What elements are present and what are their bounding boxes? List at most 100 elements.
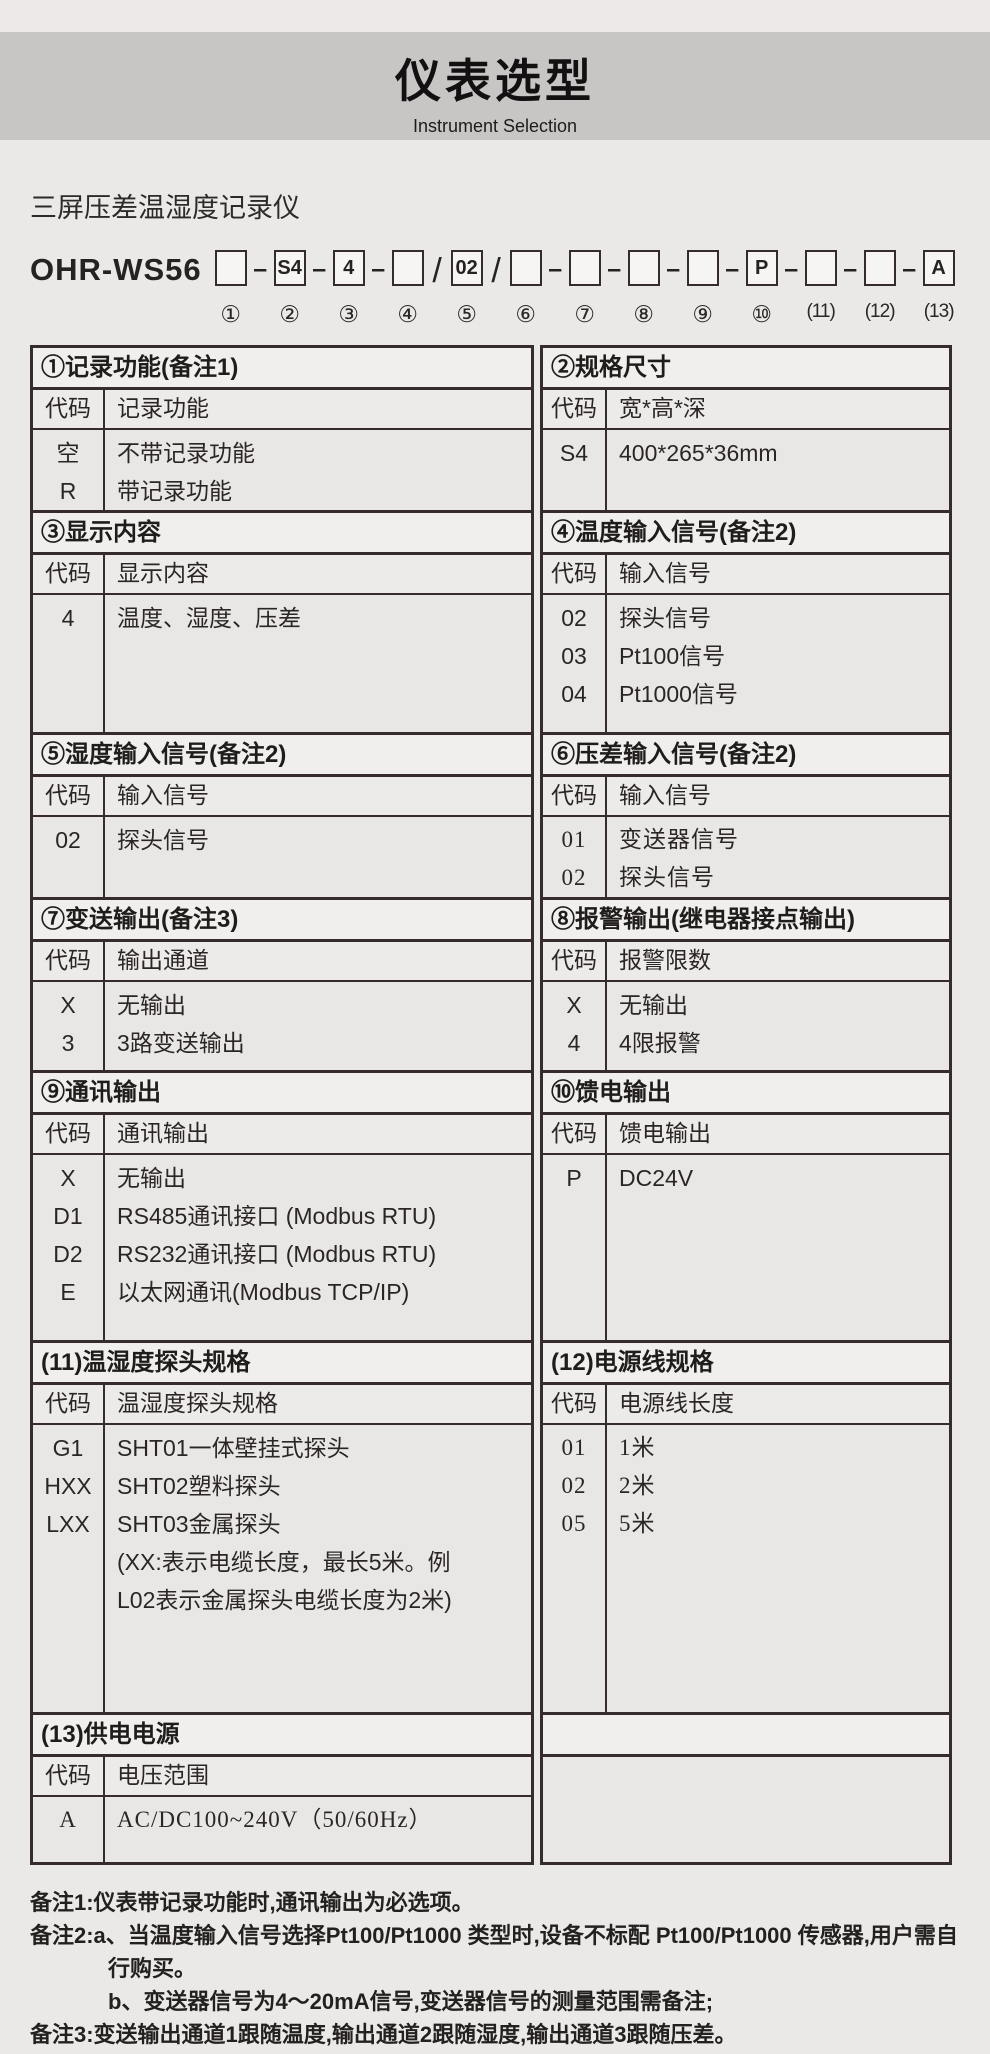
column-header-label: 输入信号: [619, 560, 711, 586]
column-header-code: 代码: [543, 555, 607, 593]
model-code-unit-13: A (13): [918, 250, 960, 323]
column-header-code: 代码: [543, 390, 607, 428]
model-code-position-label: ①: [220, 301, 241, 327]
row-description: 温度、湿度、压差: [117, 605, 301, 631]
row-description: 5米: [619, 1511, 656, 1536]
code-column: 01 02 05: [543, 1425, 607, 1712]
model-code-position-label: ⑤: [456, 301, 477, 327]
footnote-4: 备注3:变送输出通道1跟随温度,输出通道2跟随湿度,输出通道3跟随压差。: [30, 2022, 737, 2047]
column-header-label: 温湿度探头规格: [117, 1390, 278, 1416]
section-column-header: 代码 输入信号: [33, 777, 531, 817]
row-description: 无输出: [117, 1165, 186, 1191]
row-code: R: [59, 478, 77, 504]
section-column-header: 代码 温湿度探头规格: [33, 1385, 531, 1425]
section-body: 01 02 05 1米 2米 5米: [543, 1425, 949, 1712]
code-column: 4: [33, 595, 105, 732]
dash-separator: –: [548, 255, 563, 283]
model-code-position-label: ②: [279, 301, 300, 327]
section-title: ①记录功能(备注1): [33, 348, 531, 390]
spec-section-11: (11)温湿度探头规格 代码 温湿度探头规格 G1 HXX LXX SHT01一体壁挂式探头…: [30, 1340, 534, 1715]
row-description: 400*265*36mm: [619, 440, 778, 466]
dash-separator: –: [666, 255, 681, 283]
column-header-code: 代码: [543, 777, 607, 815]
column-header-label: 记录功能: [117, 395, 209, 421]
spec-section-3: ③显示内容 代码 显示内容 4 温度、湿度、压差: [30, 510, 534, 735]
row-code: 04: [561, 681, 587, 707]
probe-length-note: (XX:表示电缆长度，最长5米。例L02表示金属探头电缆长度为2米): [117, 1549, 452, 1613]
section-column-header: 代码 记录功能: [33, 390, 531, 430]
section-body: X 3 无输出 3路变送输出: [33, 982, 531, 1070]
row-code: X: [60, 1165, 76, 1191]
model-code-box-empty: [509, 250, 542, 286]
section-column-header: 代码 输入信号: [543, 777, 949, 817]
footnote-3: b、变送器信号为4～20mA信号,变送器信号的测量范围需备注;: [108, 1989, 714, 2014]
dash-separator: –: [843, 255, 858, 283]
row-code: A: [59, 1807, 77, 1832]
model-prefix: OHR-WS56: [30, 252, 202, 287]
row-description: 无输出: [117, 992, 186, 1018]
page-subtitle: Instrument Selection: [412, 116, 578, 136]
section-title: ④温度输入信号(备注2): [543, 513, 949, 555]
spec-section-9: ⑨通讯输出 代码 通讯输出 X D1 D2 E 无输出 RS485通讯接口 (Modbus RT…: [30, 1070, 534, 1343]
row-description: AC/DC100~240V（50/60Hz）: [117, 1807, 433, 1832]
column-header-label: 显示内容: [117, 560, 209, 586]
spec-section-4: ④温度输入信号(备注2) 代码 输入信号 02 03 04 探头信号 Pt100信号 Pt100…: [540, 510, 952, 735]
dash-separator: –: [784, 255, 799, 283]
empty-section-body: [543, 1757, 949, 1862]
model-code-position-label: ④: [397, 301, 418, 327]
code-column: S4: [543, 430, 607, 510]
spec-section-12: (12)电源线规格 代码 电源线长度 01 02 05 1米 2米 5米: [540, 1340, 952, 1715]
row-description: 探头信号: [619, 865, 715, 890]
section-column-header: 代码 输入信号: [543, 555, 949, 595]
column-header-code: 代码: [33, 390, 105, 428]
row-code: S4: [559, 440, 589, 466]
section-title: (12)电源线规格: [543, 1343, 949, 1385]
description-column: 无输出 4限报警: [607, 982, 949, 1070]
section-title: ⑤湿度输入信号(备注2): [33, 735, 531, 777]
row-code: E: [60, 1279, 76, 1305]
column-header-code: 代码: [33, 942, 105, 980]
column-header-code: 代码: [33, 1757, 105, 1795]
row-code: X: [566, 992, 582, 1018]
model-code-box-empty: [686, 250, 719, 286]
section-body: 空 R 不带记录功能 带记录功能: [33, 430, 531, 510]
column-header-code: 代码: [33, 1385, 105, 1423]
section-title: ⑥压差输入信号(备注2): [543, 735, 949, 777]
model-code-unit-4: ④: [387, 250, 429, 328]
model-code-box-empty: [804, 250, 837, 286]
code-column: P: [543, 1155, 607, 1340]
model-code-units: ① – S4 ② –4 ③ – ④/02 ⑤ / ⑥ – ⑦ – ⑧ – ⑨ – P ⑩ – (11) – (12) – A (13…: [210, 250, 960, 328]
column-header-label: 输入信号: [117, 782, 209, 808]
row-code: 02: [55, 827, 81, 853]
top-strip: [0, 0, 990, 32]
section-column-header: 代码 电源线长度: [543, 1385, 949, 1425]
dash-separator: –: [607, 255, 622, 283]
model-code-unit-8: ⑧: [623, 250, 665, 328]
row-code: 空: [56, 440, 80, 466]
description-column: 变送器信号 探头信号: [607, 817, 949, 897]
column-header-code: 代码: [543, 1385, 607, 1423]
dash-separator: –: [902, 255, 917, 283]
spec-section-2: ②规格尺寸 代码 宽*高*深 S4 400*265*36mm: [540, 345, 952, 513]
selection-table: ①记录功能(备注1) 代码 记录功能空 R 不带记录功能 带记录功能 ③显示内容 代码 显示内容…: [30, 345, 990, 1865]
section-title: ⑩馈电输出: [543, 1073, 949, 1115]
footnotes: 备注1:仪表带记录功能时,通讯输出为必选项。 备注2:a、当温度输入信号选择Pt1…: [30, 1886, 966, 2051]
row-code: 05: [561, 1511, 587, 1536]
spec-section-8: ⑧报警输出(继电器接点输出) 代码 报警限数 X 4 无输出 4限报警: [540, 897, 952, 1073]
column-header-code: 代码: [33, 777, 105, 815]
row-description: 探头信号: [117, 827, 209, 853]
column-header-label: 报警限数: [619, 947, 711, 973]
model-code-unit-5: 02 ⑤: [446, 250, 488, 328]
empty-section-placeholder: [540, 1712, 952, 1865]
section-body: P DC24V: [543, 1155, 949, 1340]
table-column-left: ①记录功能(备注1) 代码 记录功能空 R 不带记录功能 带记录功能 ③显示内容 代码 显示内容…: [30, 345, 534, 1865]
column-header-label: 馈电输出: [619, 1120, 711, 1146]
model-code-unit-1: ①: [210, 250, 252, 328]
dash-separator: –: [371, 255, 386, 283]
column-header-label: 输入信号: [619, 782, 711, 808]
row-description: SHT03金属探头: [117, 1511, 281, 1537]
section-title: ⑧报警输出(继电器接点输出): [543, 900, 949, 942]
